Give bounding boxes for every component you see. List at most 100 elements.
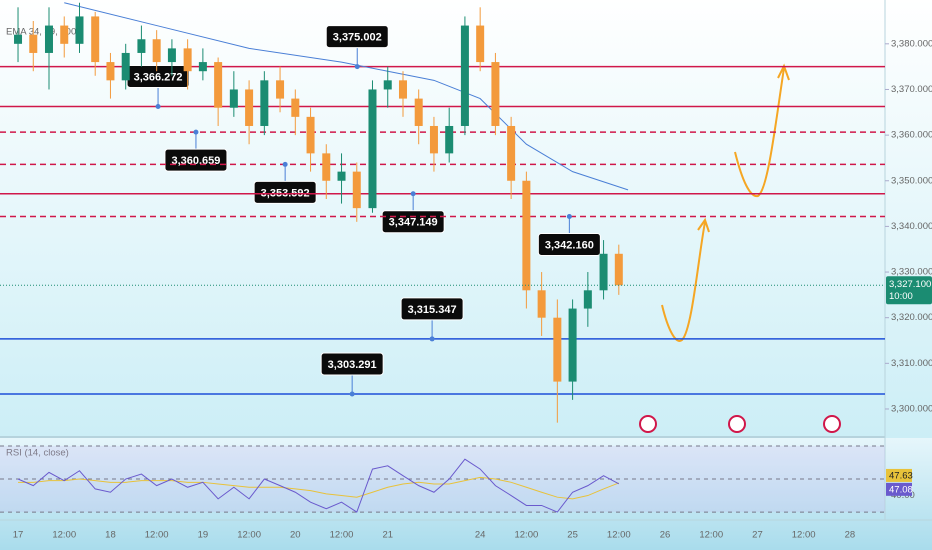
level-label: 3,315.347	[408, 304, 457, 316]
level-anchor	[429, 336, 435, 342]
y-tick-label: 3,380.000	[891, 38, 932, 49]
rsi-ma-value: 47.63	[889, 470, 913, 481]
candle-body	[398, 80, 407, 99]
candle-body	[568, 308, 577, 382]
candle-body	[599, 253, 608, 291]
event-icon	[639, 415, 657, 433]
candle-body	[460, 25, 469, 126]
y-tick-label: 3,320.000	[891, 312, 932, 323]
x-tick-label: 25	[567, 530, 578, 541]
candle-body	[553, 317, 562, 382]
level-label: 3,366.272	[134, 71, 183, 83]
candle-body	[167, 48, 176, 63]
level-label-box	[253, 180, 317, 204]
x-tick-label: 21	[382, 530, 393, 541]
level-label: 3,360.659	[171, 155, 220, 167]
level-anchor	[349, 391, 355, 397]
x-tick-label: 18	[105, 530, 116, 541]
level-label: 3,342.160	[545, 239, 594, 251]
projection-path	[661, 221, 706, 342]
level-label-box	[400, 297, 464, 321]
y-tick-label: 3,370.000	[891, 84, 932, 95]
candle-body	[106, 62, 115, 81]
x-tick-label: 28	[845, 530, 856, 541]
candle-body	[75, 16, 84, 44]
candle-body	[322, 153, 331, 181]
candle-body	[14, 34, 23, 44]
countdown: 10:00	[889, 291, 913, 302]
candle-body	[337, 171, 346, 181]
x-tick-label: 20	[290, 530, 301, 541]
candle-body	[291, 98, 300, 117]
level-label: 3,375.002	[333, 32, 382, 44]
y-tick-label: 3,300.000	[891, 403, 932, 414]
candle-body	[60, 25, 69, 44]
event-icons	[639, 415, 841, 433]
x-tick-label: 12:00	[330, 530, 354, 541]
x-tick-label: 12:00	[237, 530, 261, 541]
rsi-legend: RSI (14, close)	[6, 448, 69, 459]
candle-body	[214, 62, 223, 108]
candle-body	[245, 89, 254, 126]
x-tick-label: 12:00	[52, 530, 76, 541]
last-price-label: 3,327.100	[889, 279, 931, 290]
y-tick-label: 3,330.000	[891, 267, 932, 278]
candle-body	[29, 34, 38, 53]
candle-body	[137, 39, 146, 53]
arrow-head	[697, 217, 710, 233]
x-tick-label: 17	[13, 530, 24, 541]
ema-line	[64, 2, 629, 191]
rsi-ma-line	[18, 476, 619, 500]
candle-body	[522, 180, 531, 291]
candle-body	[383, 80, 392, 90]
event-icon	[823, 415, 841, 433]
level-label-box	[381, 210, 445, 234]
last-price-box	[886, 276, 932, 305]
candle-body	[91, 16, 100, 63]
candle-body	[476, 25, 485, 63]
x-tick-label: 12:00	[514, 530, 538, 541]
candle-body	[445, 125, 454, 154]
candle-body	[183, 48, 192, 72]
y-tick-label: 3,310.000	[891, 358, 932, 369]
candle-body	[614, 253, 623, 286]
candle-body	[491, 62, 500, 126]
rsi-background	[0, 438, 932, 550]
level-label-box	[537, 233, 601, 257]
rsi-line	[17, 458, 620, 513]
candle-body	[152, 39, 161, 63]
x-tick-label: 19	[198, 530, 209, 541]
candle-body	[121, 52, 130, 81]
x-tick-label: 12:00	[607, 530, 631, 541]
y-tick-label: 3,360.000	[891, 130, 932, 141]
candle-body	[306, 116, 315, 154]
candle-body	[368, 89, 377, 209]
y-tick-label: 3,340.000	[891, 221, 932, 232]
candle-body	[352, 171, 361, 209]
x-tick-label: 12:00	[792, 530, 816, 541]
level-label-box	[164, 148, 228, 172]
level-label-box	[325, 25, 389, 49]
candle-body	[276, 80, 285, 99]
level-label: 3,303.291	[328, 359, 377, 371]
candle-body	[537, 290, 546, 318]
candle-body	[414, 98, 423, 126]
x-tick-label: 27	[752, 530, 763, 541]
candle-body	[429, 125, 438, 154]
candle-body	[583, 290, 592, 309]
candle-body	[229, 89, 238, 108]
indicator-legend: EMA 34, 89, 200	[6, 27, 76, 38]
candle-body	[507, 125, 516, 181]
rsi-value-box	[886, 482, 912, 496]
level-label: 3,347.149	[389, 217, 438, 229]
x-tick-label: 12:00	[699, 530, 723, 541]
event-icon	[728, 415, 746, 433]
rsi-value: 47.08	[889, 484, 913, 495]
candle-body	[44, 25, 53, 53]
level-anchor	[566, 214, 572, 220]
y-tick-label: 3,350.000	[891, 175, 932, 186]
candle-body	[198, 62, 207, 72]
level-anchor	[410, 191, 416, 197]
